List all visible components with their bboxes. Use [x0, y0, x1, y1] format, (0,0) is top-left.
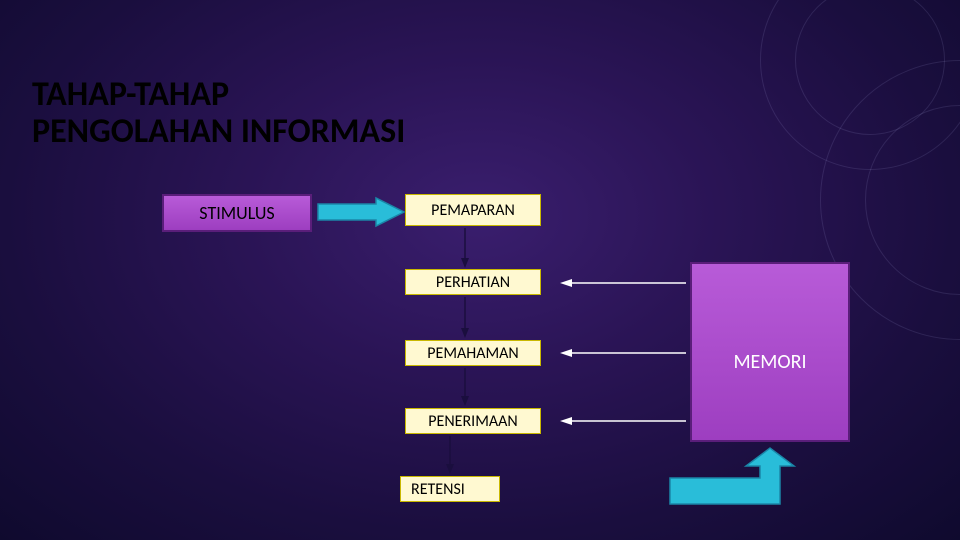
node-penerimaan-label: PENERIMAAN — [428, 412, 517, 431]
arrow-stimulus-to-pemaparan — [318, 198, 404, 226]
node-pemahaman-label: PEMAHAMAN — [427, 344, 519, 363]
title-line1: TAHAP-TAHAP — [32, 76, 405, 113]
node-perhatian: PERHATIAN — [405, 269, 541, 295]
node-memori: MEMORI — [690, 262, 850, 442]
slide-title: TAHAP-TAHAP PENGOLAHAN INFORMASI — [32, 76, 405, 151]
node-pemahaman: PEMAHAMAN — [405, 340, 541, 366]
title-line2: PENGOLAHAN INFORMASI — [32, 113, 405, 150]
node-perhatian-label: PERHATIAN — [436, 273, 510, 292]
arrow-pemahaman-to-penerimaan — [461, 368, 469, 406]
node-retensi: RETENSI — [400, 476, 500, 502]
node-stimulus: STIMULUS — [162, 194, 312, 232]
arrow-retensi-to-memori — [670, 448, 810, 518]
node-retensi-label: RETENSI — [411, 480, 465, 499]
arrow-memori-to-penerimaan — [560, 416, 686, 426]
arrow-penerimaan-to-retensi — [446, 436, 454, 474]
node-pemaparan-label: PEMAPARAN — [431, 201, 515, 220]
arrow-perhatian-to-pemahaman — [461, 297, 469, 338]
node-penerimaan: PENERIMAAN — [405, 408, 541, 434]
arrow-memori-to-perhatian — [560, 278, 686, 288]
node-memori-label: MEMORI — [733, 350, 806, 374]
node-pemaparan: PEMAPARAN — [405, 194, 541, 226]
arrow-pemaparan-to-perhatian — [461, 228, 469, 268]
arrow-memori-to-pemahaman — [560, 348, 686, 358]
node-stimulus-label: STIMULUS — [199, 202, 274, 224]
